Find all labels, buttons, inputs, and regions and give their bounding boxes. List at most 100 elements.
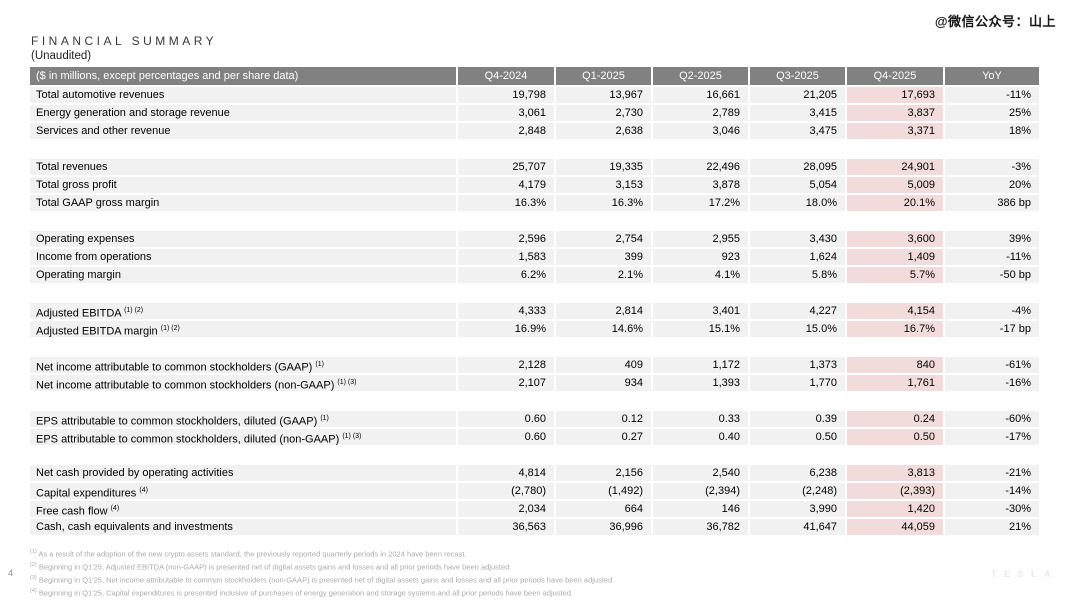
yoy-cell: -11% <box>945 87 1039 103</box>
value-cell: 21,205 <box>750 87 845 103</box>
value-cell: 0.60 <box>458 411 554 427</box>
yoy-cell: -21% <box>945 465 1039 481</box>
value-cell: 3,475 <box>750 123 845 139</box>
value-cell: 934 <box>556 375 651 391</box>
table-corner-label: ($ in millions, except percentages and p… <box>30 67 456 85</box>
row-label: Cash, cash equivalents and investments <box>36 521 233 533</box>
value-cell: 1,583 <box>458 249 554 265</box>
value-cell: 22,496 <box>653 159 748 175</box>
value-cell: (2,248) <box>750 483 845 499</box>
value-cell: 44,059 <box>847 519 943 535</box>
value-cell: 13,967 <box>556 87 651 103</box>
value-cell: (2,780) <box>458 483 554 499</box>
value-cell: 3,153 <box>556 177 651 193</box>
value-cell: (1,492) <box>556 483 651 499</box>
column-header-q1-2025: Q1-2025 <box>556 67 651 85</box>
row-label-cell: Net cash provided by operating activitie… <box>30 465 456 481</box>
row-label: Total GAAP gross margin <box>36 197 160 209</box>
value-cell: 0.27 <box>556 429 651 445</box>
value-cell: 6,238 <box>750 465 845 481</box>
value-cell: 20.1% <box>847 195 943 211</box>
value-cell: 3,813 <box>847 465 943 481</box>
value-cell: (2,394) <box>653 483 748 499</box>
value-cell: 2,596 <box>458 231 554 247</box>
value-cell: 0.50 <box>750 429 845 445</box>
table-row: Cash, cash equivalents and investments 36… <box>30 519 1039 535</box>
value-cell: 1,172 <box>653 357 748 373</box>
value-cell: 16,661 <box>653 87 748 103</box>
row-label: Total revenues <box>36 161 108 173</box>
value-cell: 1,409 <box>847 249 943 265</box>
row-label: Total gross profit <box>36 179 117 191</box>
value-cell: 1,393 <box>653 375 748 391</box>
value-cell: 4,227 <box>750 303 845 319</box>
value-cell: 4.1% <box>653 267 748 283</box>
row-label-cell: Cash, cash equivalents and investments <box>30 519 456 535</box>
value-cell: 399 <box>556 249 651 265</box>
value-cell: 3,430 <box>750 231 845 247</box>
value-cell: 36,563 <box>458 519 554 535</box>
yoy-cell: -60% <box>945 411 1039 427</box>
table-row: Net cash provided by operating activitie… <box>30 465 1039 481</box>
yoy-cell: -50 bp <box>945 267 1039 283</box>
row-label-cell: Operating expenses <box>30 231 456 247</box>
value-cell: 0.50 <box>847 429 943 445</box>
value-cell: 840 <box>847 357 943 373</box>
row-label-footnote-ref: (1) <box>320 415 329 422</box>
value-cell: 2,754 <box>556 231 651 247</box>
value-cell: 0.24 <box>847 411 943 427</box>
value-cell: 41,647 <box>750 519 845 535</box>
value-cell: 1,770 <box>750 375 845 391</box>
section-spacer <box>30 393 1039 409</box>
column-header-yoy: YoY <box>945 67 1039 85</box>
value-cell: 24,901 <box>847 159 943 175</box>
section-spacer <box>30 141 1039 157</box>
row-label-footnote-ref: (1) <box>315 361 324 368</box>
value-cell: 5.8% <box>750 267 845 283</box>
table-row: Total gross profit 4,179 3,153 3,878 5,054 5,… <box>30 177 1039 193</box>
yoy-cell: -4% <box>945 303 1039 319</box>
value-cell: 16.3% <box>556 195 651 211</box>
value-cell: 15.0% <box>750 321 845 337</box>
value-cell: 3,046 <box>653 123 748 139</box>
table-row: Net income attributable to common stockh… <box>30 375 1039 391</box>
row-label: Net income attributable to common stockh… <box>36 361 313 373</box>
row-label-cell: Adjusted EBITDA (1) (2) <box>30 303 456 319</box>
value-cell: 2,540 <box>653 465 748 481</box>
page-number: 4 <box>8 568 14 578</box>
row-label-cell: Operating margin <box>30 267 456 283</box>
table-row: EPS attributable to common stockholders,… <box>30 411 1039 427</box>
row-label: Services and other revenue <box>36 125 171 137</box>
row-label-cell: Adjusted EBITDA margin (1) (2) <box>30 321 456 337</box>
value-cell: 3,600 <box>847 231 943 247</box>
row-label: Operating margin <box>36 269 121 281</box>
column-header-q4-2024: Q4-2024 <box>458 67 554 85</box>
table-header-row: ($ in millions, except percentages and p… <box>30 67 1039 85</box>
footnote-marker: (4) <box>30 588 37 594</box>
yoy-cell: -16% <box>945 375 1039 391</box>
table-row: Total GAAP gross margin 16.3% 16.3% 17.2% 18… <box>30 195 1039 211</box>
value-cell: 664 <box>556 501 651 517</box>
table-row: Energy generation and storage revenue 3,0… <box>30 105 1039 121</box>
value-cell: 5.7% <box>847 267 943 283</box>
value-cell: 146 <box>653 501 748 517</box>
yoy-cell: 20% <box>945 177 1039 193</box>
value-cell: 16.3% <box>458 195 554 211</box>
footnotes: (1) As a result of the adoption of the n… <box>30 547 1030 599</box>
value-cell: 2,814 <box>556 303 651 319</box>
row-label-cell: Total revenues <box>30 159 456 175</box>
row-label-footnote-ref: (1) (2) <box>124 307 144 314</box>
table-row: Income from operations 1,583 399 923 1,624 1,… <box>30 249 1039 265</box>
row-label: Energy generation and storage revenue <box>36 107 230 119</box>
value-cell: 4,154 <box>847 303 943 319</box>
value-cell: 19,798 <box>458 87 554 103</box>
section-spacer <box>30 339 1039 355</box>
row-label-cell: Capital expenditures (4) <box>30 483 456 499</box>
value-cell: 2,128 <box>458 357 554 373</box>
value-cell: 25,707 <box>458 159 554 175</box>
table-row: Free cash flow (4) 2,034 664 146 3,990 1,420-… <box>30 501 1039 517</box>
section-spacer <box>30 447 1039 463</box>
table-row: EPS attributable to common stockholders,… <box>30 429 1039 445</box>
yoy-cell: -11% <box>945 249 1039 265</box>
